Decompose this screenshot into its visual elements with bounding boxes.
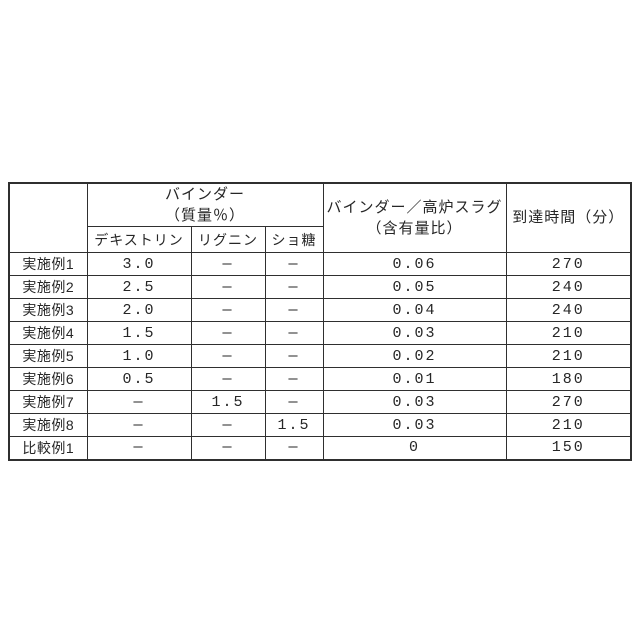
cell-time: 210 xyxy=(505,413,632,437)
row-label: 実施例6 xyxy=(8,367,88,391)
cell-lignin: 1.5 xyxy=(190,390,266,414)
cell-lignin: ― xyxy=(190,275,266,299)
table-row: 実施例4 1.5 ― ― 0.03 210 xyxy=(8,321,632,345)
row-label: 実施例8 xyxy=(8,413,88,437)
cell-ratio: 0.03 xyxy=(322,413,507,437)
table-row: 実施例5 1.0 ― ― 0.02 210 xyxy=(8,344,632,368)
row-label: 実施例3 xyxy=(8,298,88,322)
cell-ratio: 0.06 xyxy=(322,252,507,276)
column-header-lignin: リグニン xyxy=(190,226,266,253)
time-column-header: 到達時間（分） xyxy=(505,182,632,253)
cell-lignin: ― xyxy=(190,321,266,345)
corner-header-cell xyxy=(8,182,88,253)
table-row: 実施例8 ― ― 1.5 0.03 210 xyxy=(8,413,632,437)
cell-time: 240 xyxy=(505,275,632,299)
cell-ratio: 0.01 xyxy=(322,367,507,391)
cell-sucrose: ― xyxy=(264,367,324,391)
cell-time: 210 xyxy=(505,321,632,345)
cell-ratio: 0.03 xyxy=(322,390,507,414)
cell-sucrose: ― xyxy=(264,436,324,460)
cell-dextrin: ― xyxy=(86,413,192,437)
cell-ratio: 0 xyxy=(322,436,507,460)
ratio-column-header: バインダー／高炉スラグ （含有量比） xyxy=(322,182,507,253)
cell-dextrin: 1.0 xyxy=(86,344,192,368)
cell-time: 210 xyxy=(505,344,632,368)
cell-time: 150 xyxy=(505,436,632,460)
cell-time: 180 xyxy=(505,367,632,391)
table-row: 比較例1 ― ― ― 0 150 xyxy=(8,436,632,460)
row-label: 実施例2 xyxy=(8,275,88,299)
cell-ratio: 0.05 xyxy=(322,275,507,299)
cell-time: 240 xyxy=(505,298,632,322)
cell-lignin: ― xyxy=(190,344,266,368)
cell-ratio: 0.04 xyxy=(322,298,507,322)
binder-group-title: バインダー xyxy=(165,186,246,203)
row-label: 実施例7 xyxy=(8,390,88,414)
ratio-header-title: バインダー／高炉スラグ xyxy=(326,199,503,216)
table-row: 実施例1 3.0 ― ― 0.06 270 xyxy=(8,252,632,276)
cell-sucrose: ― xyxy=(264,275,324,299)
cell-sucrose: ― xyxy=(264,298,324,322)
column-header-dextrin: デキストリン xyxy=(86,226,192,253)
table-row: 実施例7 ― 1.5 ― 0.03 270 xyxy=(8,390,632,414)
cell-sucrose: 1.5 xyxy=(264,413,324,437)
cell-time: 270 xyxy=(505,252,632,276)
cell-lignin: ― xyxy=(190,367,266,391)
cell-dextrin: ― xyxy=(86,390,192,414)
ratio-header-unit: （含有量比） xyxy=(366,220,463,237)
row-label: 実施例4 xyxy=(8,321,88,345)
binder-results-table: バインダー （質量％） バインダー／高炉スラグ （含有量比） 到達時間（分） デ… xyxy=(8,182,633,461)
binder-group-unit: （質量％） xyxy=(165,207,246,224)
cell-ratio: 0.03 xyxy=(322,321,507,345)
cell-dextrin: ― xyxy=(86,436,192,460)
cell-time: 270 xyxy=(505,390,632,414)
cell-lignin: ― xyxy=(190,252,266,276)
column-header-sucrose: ショ糖 xyxy=(264,226,324,253)
row-label: 比較例1 xyxy=(8,436,88,460)
binder-group-header: バインダー （質量％） xyxy=(86,182,324,227)
cell-dextrin: 2.0 xyxy=(86,298,192,322)
cell-dextrin: 0.5 xyxy=(86,367,192,391)
cell-ratio: 0.02 xyxy=(322,344,507,368)
cell-dextrin: 3.0 xyxy=(86,252,192,276)
table-row: 実施例3 2.0 ― ― 0.04 240 xyxy=(8,298,632,322)
table-row: 実施例6 0.5 ― ― 0.01 180 xyxy=(8,367,632,391)
cell-lignin: ― xyxy=(190,413,266,437)
row-label: 実施例1 xyxy=(8,252,88,276)
cell-lignin: ― xyxy=(190,436,266,460)
row-label: 実施例5 xyxy=(8,344,88,368)
cell-sucrose: ― xyxy=(264,252,324,276)
cell-dextrin: 2.5 xyxy=(86,275,192,299)
cell-lignin: ― xyxy=(190,298,266,322)
cell-sucrose: ― xyxy=(264,390,324,414)
table-row: 実施例2 2.5 ― ― 0.05 240 xyxy=(8,275,632,299)
cell-dextrin: 1.5 xyxy=(86,321,192,345)
cell-sucrose: ― xyxy=(264,321,324,345)
cell-sucrose: ― xyxy=(264,344,324,368)
